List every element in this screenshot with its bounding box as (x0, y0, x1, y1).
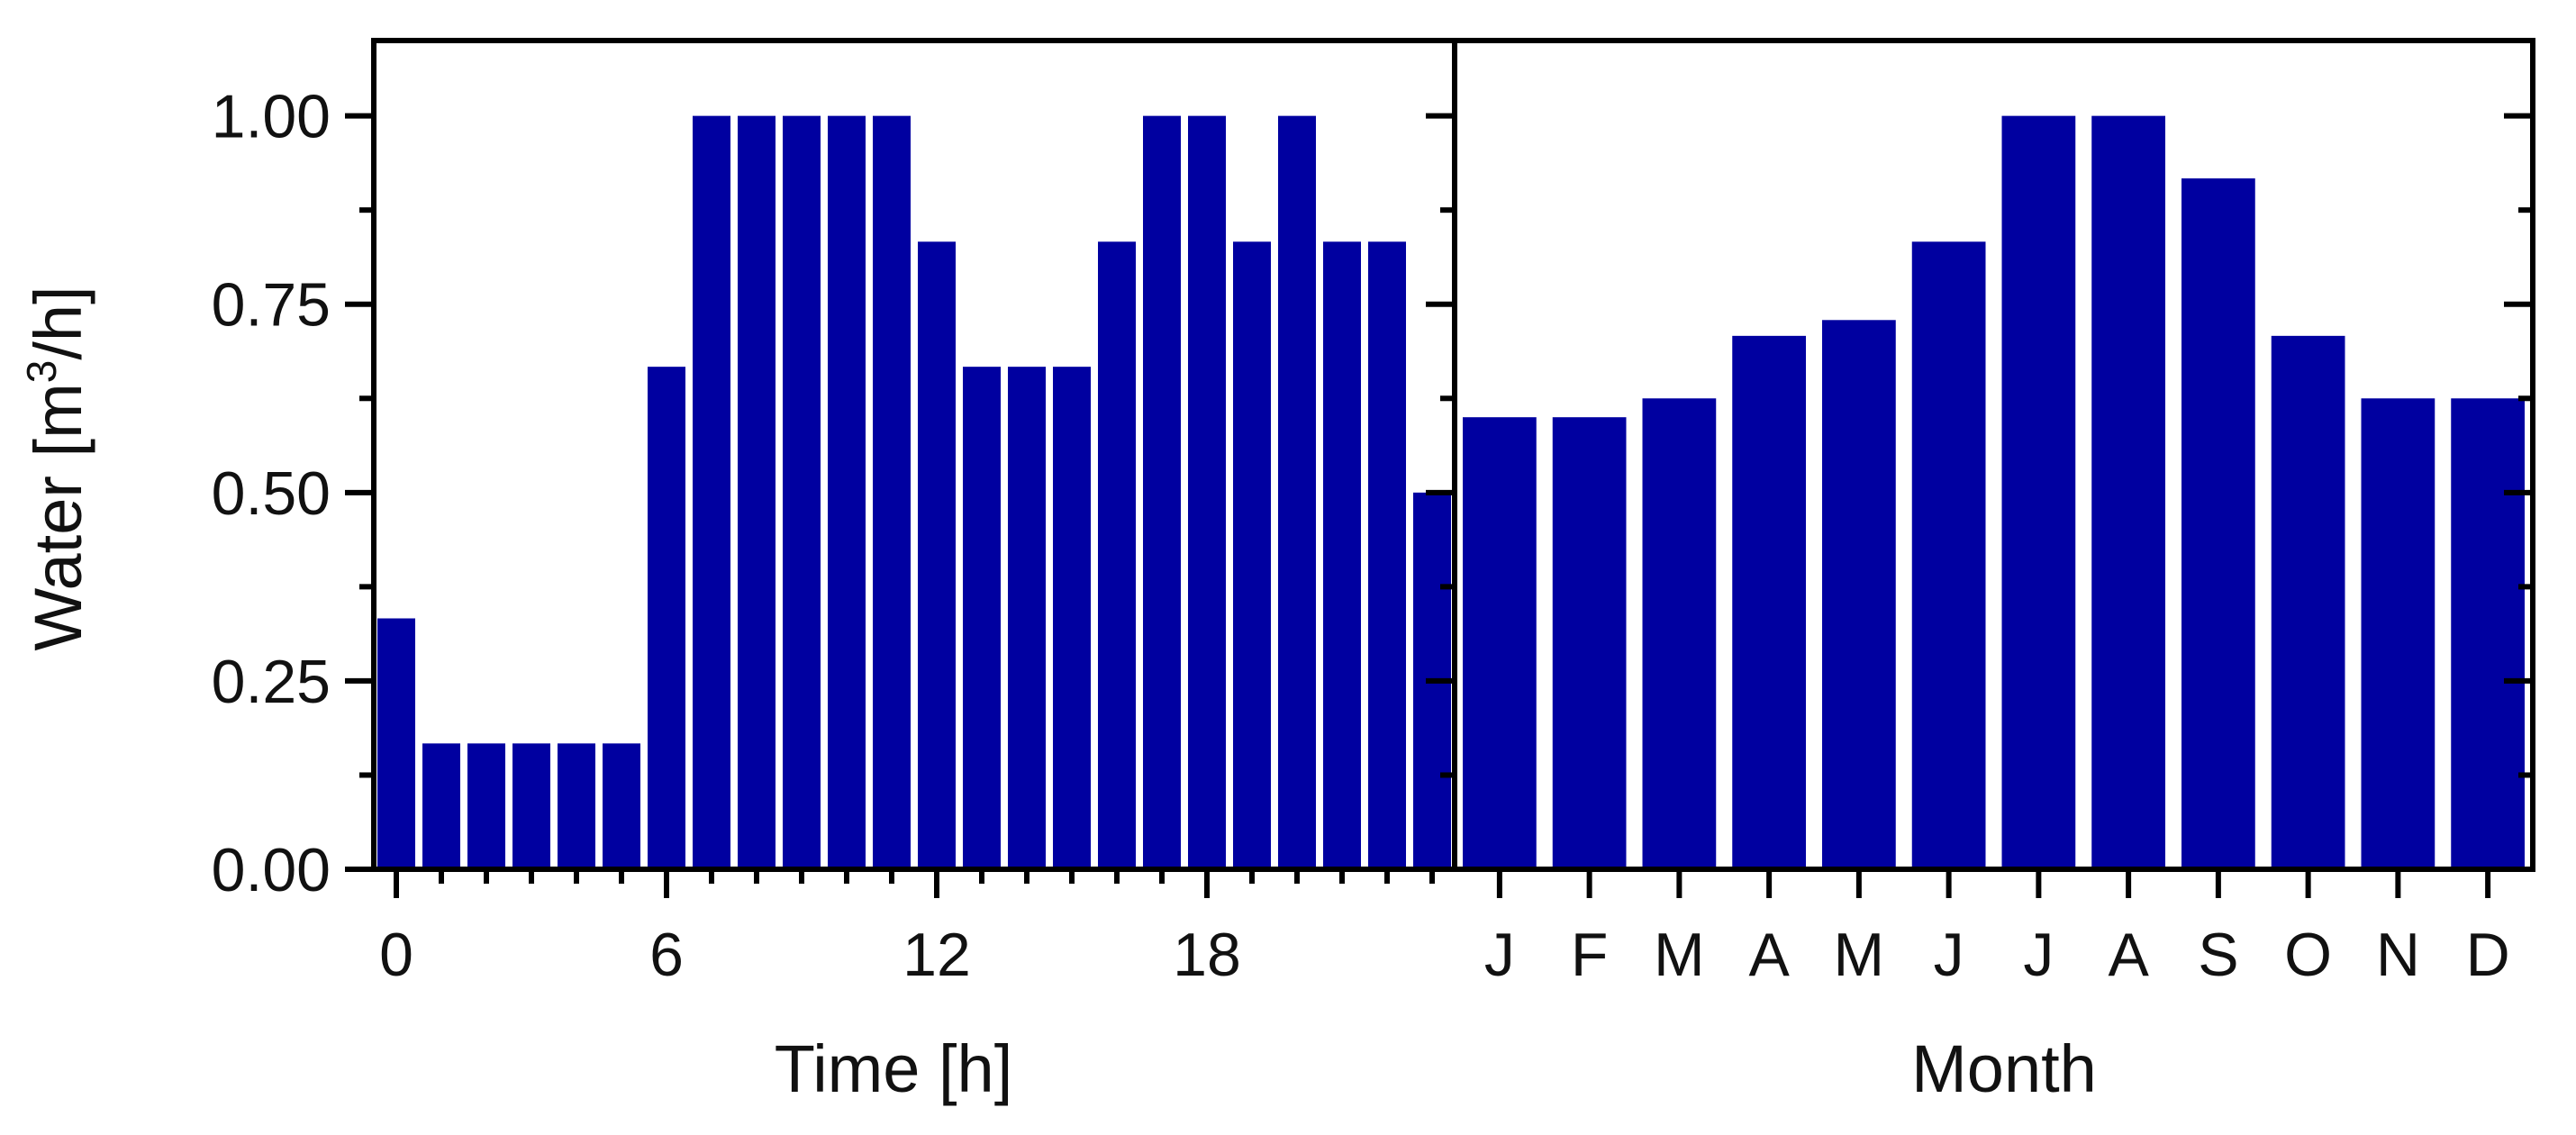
y-axis-title: Water [m3/h] (18, 286, 95, 650)
x-axis-title-time: Time [h] (775, 1031, 1013, 1106)
month-bar (1642, 398, 1717, 869)
x-tick-label: 12 (903, 921, 971, 989)
month-bar (1822, 320, 1896, 869)
x-tick-label: 18 (1173, 921, 1241, 989)
y-tick-label: 0.50 (212, 459, 331, 528)
month-bar (2451, 398, 2525, 869)
hour-bar (1368, 241, 1406, 869)
hour-bar (467, 743, 505, 869)
hour-bar (1053, 367, 1091, 869)
hour-bar (963, 367, 1001, 869)
hour-bar (783, 115, 821, 869)
x-tick-label: J (1484, 921, 1515, 989)
hour-bar (1323, 241, 1361, 869)
month-bar (1732, 335, 1806, 870)
hour-bar (693, 115, 730, 869)
hour-bar (1278, 115, 1316, 869)
month-bar (1463, 417, 1537, 869)
hour-bar (512, 743, 550, 869)
month-bar (2271, 335, 2345, 870)
hour-bar (873, 115, 911, 869)
month-bar (2361, 398, 2435, 869)
x-tick-label: S (2198, 921, 2238, 989)
x-tick-label: M (1834, 921, 1885, 989)
hour-bar (828, 115, 866, 869)
x-tick-label: N (2376, 921, 2420, 989)
x-tick-label: A (1748, 921, 1790, 989)
hour-bar (422, 743, 460, 869)
x-tick-label: O (2284, 921, 2332, 989)
month-bar (2001, 115, 2076, 869)
monthly-panel (1463, 115, 2525, 870)
x-axis-title-month: Month (1911, 1031, 2097, 1106)
hourly-panel (377, 115, 1451, 869)
hour-bar (1233, 241, 1271, 869)
hour-bar (1098, 241, 1136, 869)
month-bar (1552, 417, 1627, 869)
month-bar (2181, 178, 2255, 870)
x-tick-label: 0 (379, 921, 413, 989)
hour-bar (1143, 115, 1181, 869)
x-tick-label: D (2466, 921, 2510, 989)
y-tick-label: 0.00 (212, 836, 331, 904)
y-tick-label: 0.75 (212, 271, 331, 340)
x-tick-label: F (1571, 921, 1609, 989)
x-tick-label: M (1654, 921, 1705, 989)
hour-bar (603, 743, 640, 869)
month-bar (2091, 115, 2165, 869)
hour-bar (1188, 115, 1226, 869)
y-tick-label: 1.00 (212, 83, 331, 151)
x-tick-label: 6 (649, 921, 684, 989)
x-tick-label: J (2023, 921, 2054, 989)
hour-bar (377, 618, 415, 869)
hour-bar (738, 115, 776, 869)
x-tick-label: J (1934, 921, 1964, 989)
month-bar (1911, 241, 1986, 869)
hour-bar (918, 241, 956, 869)
hour-bar (648, 367, 685, 869)
hour-bar (558, 743, 595, 869)
plot-frame: 0.000.250.500.751.000 6 12 18 J F M A M J J A S O N D (212, 38, 2535, 989)
hour-bar (1008, 367, 1046, 869)
x-tick-label: A (2108, 921, 2149, 989)
y-tick-label: 0.25 (212, 648, 331, 716)
